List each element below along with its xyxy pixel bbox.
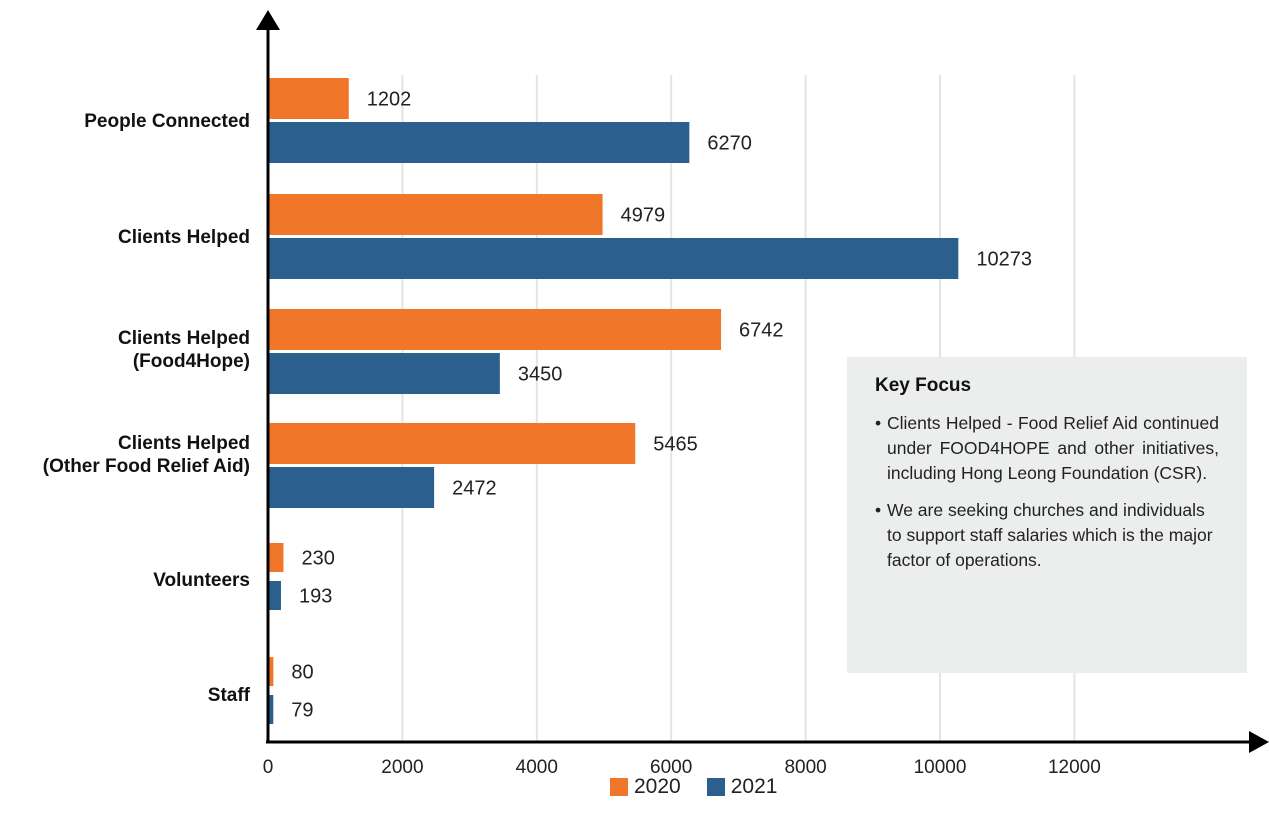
legend-entry-2021: 2021 — [706, 775, 778, 799]
x-axis-arrow-icon — [1249, 731, 1269, 753]
value-label-2020: 230 — [301, 548, 334, 570]
bullet-icon: • — [875, 413, 882, 433]
legend-swatch-2021 — [706, 778, 725, 796]
category-label-line: People Connected — [84, 110, 250, 132]
key-focus-item: • Clients Helped - Food Relief Aid conti… — [875, 411, 1219, 486]
bar-2020 — [268, 657, 274, 686]
value-label-2020: 1202 — [367, 89, 412, 111]
bar-2021 — [268, 581, 281, 610]
x-tick-label: 10000 — [914, 757, 967, 778]
value-label-2020: 5465 — [653, 434, 698, 456]
key-focus-title: Key Focus — [875, 375, 972, 396]
category-label-line: Clients Helped — [118, 328, 250, 349]
chart-legend: 2020 2021 — [610, 775, 803, 799]
bar-2020 — [268, 194, 603, 235]
bullet-icon: • — [875, 500, 882, 520]
category-label: People Connected — [84, 110, 250, 133]
legend-label-2021: 2021 — [730, 775, 778, 798]
value-label-2020: 6742 — [739, 320, 784, 342]
legend-entry-2020: 2020 — [610, 775, 681, 799]
x-tick-label: 8000 — [784, 757, 826, 778]
bar-2021 — [268, 238, 959, 279]
category-label: Volunteers — [153, 569, 250, 592]
x-tick-label: 2000 — [381, 757, 423, 778]
legend-label-2020: 2020 — [634, 775, 681, 798]
bar-2021 — [268, 695, 274, 724]
value-label-2021: 3450 — [518, 364, 563, 386]
category-label-line: (Food4Hope) — [132, 351, 250, 372]
x-tick-label: 0 — [263, 757, 274, 778]
category-label-line: Clients Helped — [118, 433, 250, 454]
value-label-2021: 6270 — [707, 133, 752, 155]
bar-2021 — [268, 467, 435, 508]
value-label-2021: 79 — [291, 700, 313, 722]
bar-2020 — [268, 78, 349, 119]
value-label-2020: 80 — [291, 662, 313, 684]
key-focus-item-text: We are seeking churches and individuals … — [887, 500, 1213, 570]
bar-2020 — [268, 423, 636, 464]
x-tick-label: 6000 — [650, 757, 692, 778]
category-label-line: Staff — [207, 684, 250, 706]
key-focus-panel: Key Focus • Clients Helped - Food Relief… — [847, 357, 1247, 673]
category-label-line: Clients Helped — [118, 226, 250, 248]
legend-swatch-2020 — [610, 778, 628, 796]
category-label: Clients Helped (Other Food Relief Aid) — [43, 432, 250, 478]
value-label-2020: 4979 — [621, 205, 666, 227]
bar-2021 — [268, 353, 500, 394]
value-label-2021: 193 — [299, 586, 332, 608]
key-focus-item-text: Clients Helped - Food Relief Aid continu… — [887, 413, 1219, 483]
y-axis-arrow-icon — [256, 10, 280, 30]
value-label-2021: 10273 — [976, 249, 1032, 271]
x-tick-label: 12000 — [1048, 757, 1101, 778]
category-label: Clients Helped — [118, 226, 250, 249]
x-tick-label: 4000 — [516, 757, 558, 778]
category-label-line: Volunteers — [153, 569, 250, 591]
bar-2021 — [268, 122, 690, 163]
bar-2020 — [268, 543, 284, 572]
category-label: Staff — [208, 684, 250, 707]
bar-2020 — [268, 309, 722, 350]
category-label-line: (Other Food Relief Aid) — [42, 456, 250, 477]
value-label-2021: 2472 — [452, 478, 497, 500]
category-label: Clients Helped (Food4Hope) — [118, 327, 250, 373]
key-focus-item: • We are seeking churches and individual… — [875, 498, 1219, 573]
